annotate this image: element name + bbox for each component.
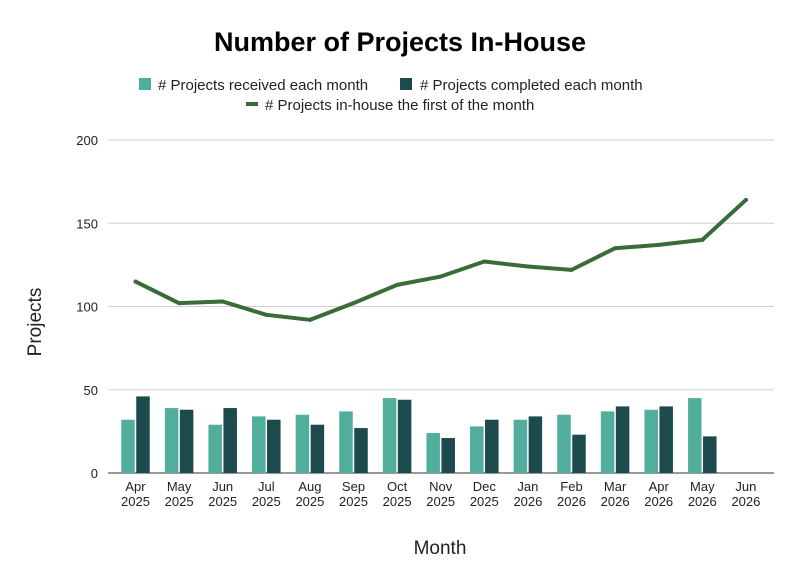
x-tick-label-year: 2026 xyxy=(731,494,760,509)
x-axis-ticks: Apr2025May2025Jun2025Jul2025Aug2025Sep20… xyxy=(121,479,760,509)
bar-received xyxy=(164,408,179,473)
x-tick-label-year: 2025 xyxy=(426,494,455,509)
legend: # Projects received each month # Project… xyxy=(139,77,643,114)
x-tick-label-month: Mar xyxy=(604,479,627,494)
line-point xyxy=(438,274,443,279)
x-tick-label-month: Jan xyxy=(517,479,538,494)
x-tick-label-year: 2025 xyxy=(208,494,237,509)
line-inhouse xyxy=(133,197,748,322)
x-tick-label-month: Jun xyxy=(212,479,233,494)
bar-completed xyxy=(572,434,586,473)
line-point xyxy=(351,301,356,306)
x-tick-label-year: 2026 xyxy=(644,494,673,509)
bar-completed xyxy=(223,408,237,473)
legend-label-received: # Projects received each month xyxy=(158,77,368,94)
bar-received xyxy=(600,411,615,473)
bars xyxy=(121,396,717,473)
bar-received xyxy=(295,414,310,473)
line-point xyxy=(743,197,748,202)
gridlines xyxy=(108,139,774,474)
x-tick-label-year: 2025 xyxy=(165,494,194,509)
y-axis-ticks: 0 50 100 150 200 xyxy=(76,133,98,481)
chart-title: Number of Projects In-House xyxy=(214,27,586,57)
line-series xyxy=(133,197,748,322)
line-point xyxy=(613,246,618,251)
bar-completed xyxy=(485,419,499,473)
x-tick-label-year: 2025 xyxy=(295,494,324,509)
y-tick-label: 0 xyxy=(91,466,98,481)
bar-received xyxy=(557,414,571,473)
y-axis-title: Projects xyxy=(25,288,46,357)
bar-received xyxy=(121,419,135,473)
x-axis-title: Month xyxy=(414,538,467,559)
bar-completed xyxy=(179,409,194,473)
bar-completed xyxy=(441,438,455,473)
x-tick-label-year: 2025 xyxy=(121,494,150,509)
line-point xyxy=(700,237,705,242)
x-tick-label-month: Oct xyxy=(387,479,408,494)
x-tick-label-month: Sep xyxy=(342,479,365,494)
bar-completed xyxy=(528,416,543,473)
bar-received xyxy=(470,426,484,473)
x-tick-label-month: Jun xyxy=(735,479,756,494)
line-point xyxy=(133,279,138,284)
x-tick-label-month: Apr xyxy=(125,479,146,494)
bar-received xyxy=(208,424,222,473)
bar-received xyxy=(644,409,658,473)
bar-received xyxy=(252,416,266,473)
bar-completed xyxy=(615,406,630,473)
bar-completed xyxy=(267,419,281,473)
line-point xyxy=(656,242,661,247)
bar-received xyxy=(382,398,397,473)
x-tick-label-year: 2025 xyxy=(470,494,499,509)
x-tick-label-month: Aug xyxy=(298,479,321,494)
line-point xyxy=(177,301,182,306)
line-point xyxy=(264,312,269,317)
bar-received xyxy=(339,411,353,473)
bar-received xyxy=(513,419,528,473)
y-tick-label: 150 xyxy=(76,216,98,231)
x-tick-label-month: May xyxy=(167,479,192,494)
x-tick-label-year: 2025 xyxy=(339,494,368,509)
legend-swatch-received xyxy=(139,78,151,90)
line-point xyxy=(482,259,487,264)
bar-completed xyxy=(310,424,325,473)
x-tick-label-year: 2025 xyxy=(383,494,412,509)
y-tick-label: 50 xyxy=(84,383,98,398)
legend-label-completed: # Projects completed each month xyxy=(420,77,643,94)
line-point xyxy=(569,267,574,272)
bar-completed xyxy=(397,399,412,473)
legend-label-inhouse: # Projects in-house the first of the mon… xyxy=(265,97,534,114)
x-tick-label-month: Jul xyxy=(258,479,275,494)
x-tick-label-year: 2025 xyxy=(252,494,281,509)
x-tick-label-month: Feb xyxy=(560,479,582,494)
x-tick-label-year: 2026 xyxy=(513,494,542,509)
line-point xyxy=(525,264,530,269)
x-tick-label-month: May xyxy=(690,479,715,494)
x-tick-label-year: 2026 xyxy=(688,494,717,509)
x-tick-label-month: Dec xyxy=(473,479,497,494)
x-tick-label-month: Nov xyxy=(429,479,453,494)
line-point xyxy=(220,299,225,304)
x-tick-label-year: 2026 xyxy=(557,494,586,509)
bar-received xyxy=(426,433,440,473)
x-tick-label-month: Apr xyxy=(649,479,670,494)
y-tick-label: 100 xyxy=(76,300,98,315)
bar-completed xyxy=(136,396,150,473)
bar-completed xyxy=(354,428,368,473)
line-point xyxy=(307,317,312,322)
x-tick-label-year: 2026 xyxy=(601,494,630,509)
bar-completed xyxy=(659,406,673,473)
bar-received xyxy=(688,398,702,473)
bar-completed xyxy=(703,436,717,473)
legend-swatch-completed xyxy=(400,78,412,90)
line-point xyxy=(395,282,400,287)
y-tick-label: 200 xyxy=(76,133,98,148)
